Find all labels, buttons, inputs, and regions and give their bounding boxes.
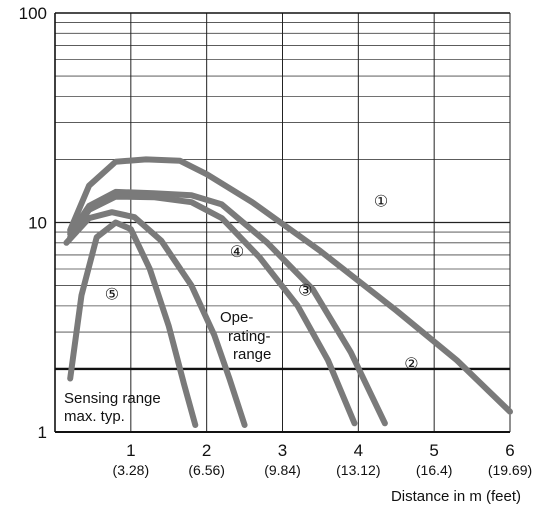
series-marker-1: ① bbox=[374, 194, 388, 211]
series-marker-3: ③ bbox=[298, 283, 312, 300]
x-tick-label: 3 bbox=[278, 441, 287, 460]
y-tick-labels: 1 10 100 bbox=[19, 4, 47, 442]
x-tick-sublabel: (13.12) bbox=[336, 462, 380, 478]
curves: ① ② ③ ④ ⑤ bbox=[63, 156, 513, 428]
y-tick-label: 10 bbox=[28, 214, 47, 233]
x-tick-sublabel: (19.69) bbox=[488, 462, 532, 478]
sensing-range-label: max. typ. bbox=[64, 408, 125, 425]
operating-range-label: rating- bbox=[228, 328, 271, 345]
x-axis-label: Distance in m (feet) bbox=[391, 488, 521, 505]
operating-range-label: range bbox=[233, 346, 271, 363]
sensing-range-label: Sensing range bbox=[64, 390, 161, 407]
x-tick-label: 2 bbox=[202, 441, 211, 460]
series-line-4 bbox=[63, 209, 248, 428]
x-tick-labels: 1 (3.28) 2 (6.56) 3 (9.84) 4 (13.12) 5 (16.4) 6 (19… bbox=[113, 441, 533, 478]
x-tick-sublabel: (9.84) bbox=[264, 462, 301, 478]
series-line-3 bbox=[67, 193, 358, 427]
x-tick-sublabel: (6.56) bbox=[188, 462, 225, 478]
series-marker-4: ④ bbox=[230, 244, 244, 261]
axes bbox=[54, 12, 511, 433]
y-tick-label: 100 bbox=[19, 4, 47, 23]
series-line-2 bbox=[67, 188, 388, 427]
x-tick-sublabel: (16.4) bbox=[416, 462, 453, 478]
x-tick-label: 6 bbox=[505, 441, 514, 460]
x-tick-label: 4 bbox=[354, 441, 363, 460]
x-tick-label: 5 bbox=[429, 441, 438, 460]
x-tick-sublabel: (3.28) bbox=[113, 462, 150, 478]
series-marker-2: ② bbox=[404, 356, 418, 373]
operating-range-label: Ope- bbox=[220, 309, 253, 326]
series-line-5 bbox=[67, 219, 199, 428]
series-marker-5: ⑤ bbox=[105, 287, 119, 304]
x-tick-label: 1 bbox=[126, 441, 135, 460]
y-tick-label: 1 bbox=[38, 423, 47, 442]
series-line-1 bbox=[67, 156, 513, 415]
